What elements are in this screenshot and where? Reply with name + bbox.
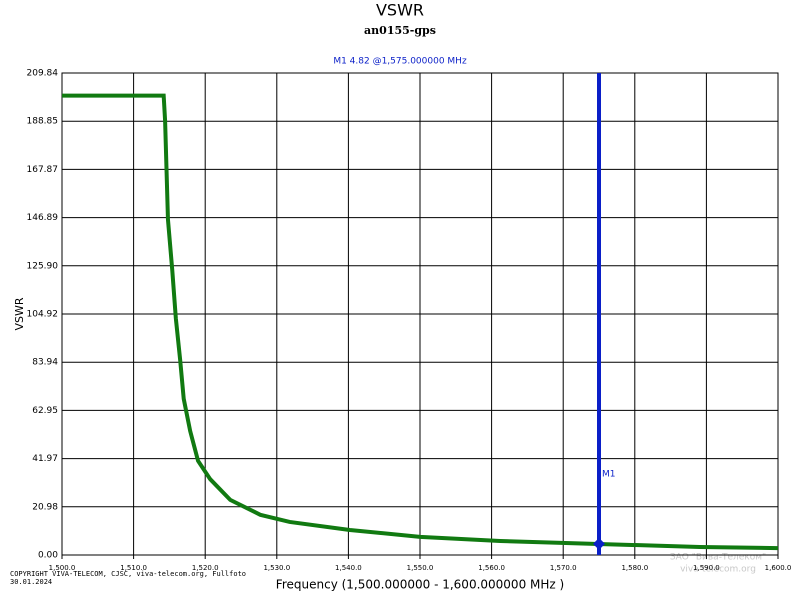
y-tick-label: 209.84 — [27, 69, 59, 79]
x-tick-label: 1,570.0 — [550, 564, 577, 572]
x-axis-label: Frequency (1,500.000000 - 1,600.000000 M… — [276, 578, 564, 592]
copyright-date: 30.01.2024 — [10, 578, 52, 586]
y-tick-label: 83.94 — [32, 358, 58, 368]
y-tick-label: 20.98 — [32, 502, 58, 512]
x-tick-label: 1,580.0 — [621, 564, 648, 572]
x-tick-label: 1,550.0 — [407, 564, 434, 572]
x-tick-label: 1,530.0 — [263, 564, 290, 572]
plot-frame — [61, 72, 779, 556]
y-tick-label: 188.85 — [27, 117, 59, 127]
x-tick-label: 1,590.0 — [693, 564, 720, 572]
x-tick-label: 1,520.0 — [192, 564, 219, 572]
x-tick-label: 1,510.0 — [120, 564, 147, 572]
marker-point — [593, 537, 605, 550]
y-tick-label: 125.90 — [27, 261, 59, 271]
y-tick-label: 146.89 — [27, 213, 59, 223]
x-tick-label: 1,540.0 — [335, 564, 362, 572]
y-tick-label: 104.92 — [27, 310, 59, 320]
copyright: COPYRIGHT VIVA-TELECOM, CJSC, viva-telec… — [10, 570, 246, 578]
y-tick-label: 0.00 — [38, 551, 58, 561]
line-series — [62, 93, 779, 551]
marker-name: M1 — [602, 470, 616, 480]
y-axis-label: VSWR — [13, 297, 26, 330]
watermark: viva-telecom.org — [680, 565, 756, 575]
y-tick-label: 167.87 — [27, 165, 59, 175]
marker-label: M1 4.82 @1,575.000000 MHz — [333, 57, 467, 67]
chart-title: VSWR — [376, 1, 424, 20]
x-tick-label: 1,560.0 — [478, 564, 505, 572]
x-tick-label: 1,600.0 — [765, 564, 792, 572]
y-tick-label: 62.95 — [32, 406, 58, 416]
watermark: ЗАО "Вива-Телеком" — [670, 553, 766, 563]
y-tick-label: 41.97 — [32, 454, 58, 464]
x-tick-label: 1,500.0 — [49, 564, 76, 572]
chart-subtitle: an0155-gps — [364, 24, 436, 37]
